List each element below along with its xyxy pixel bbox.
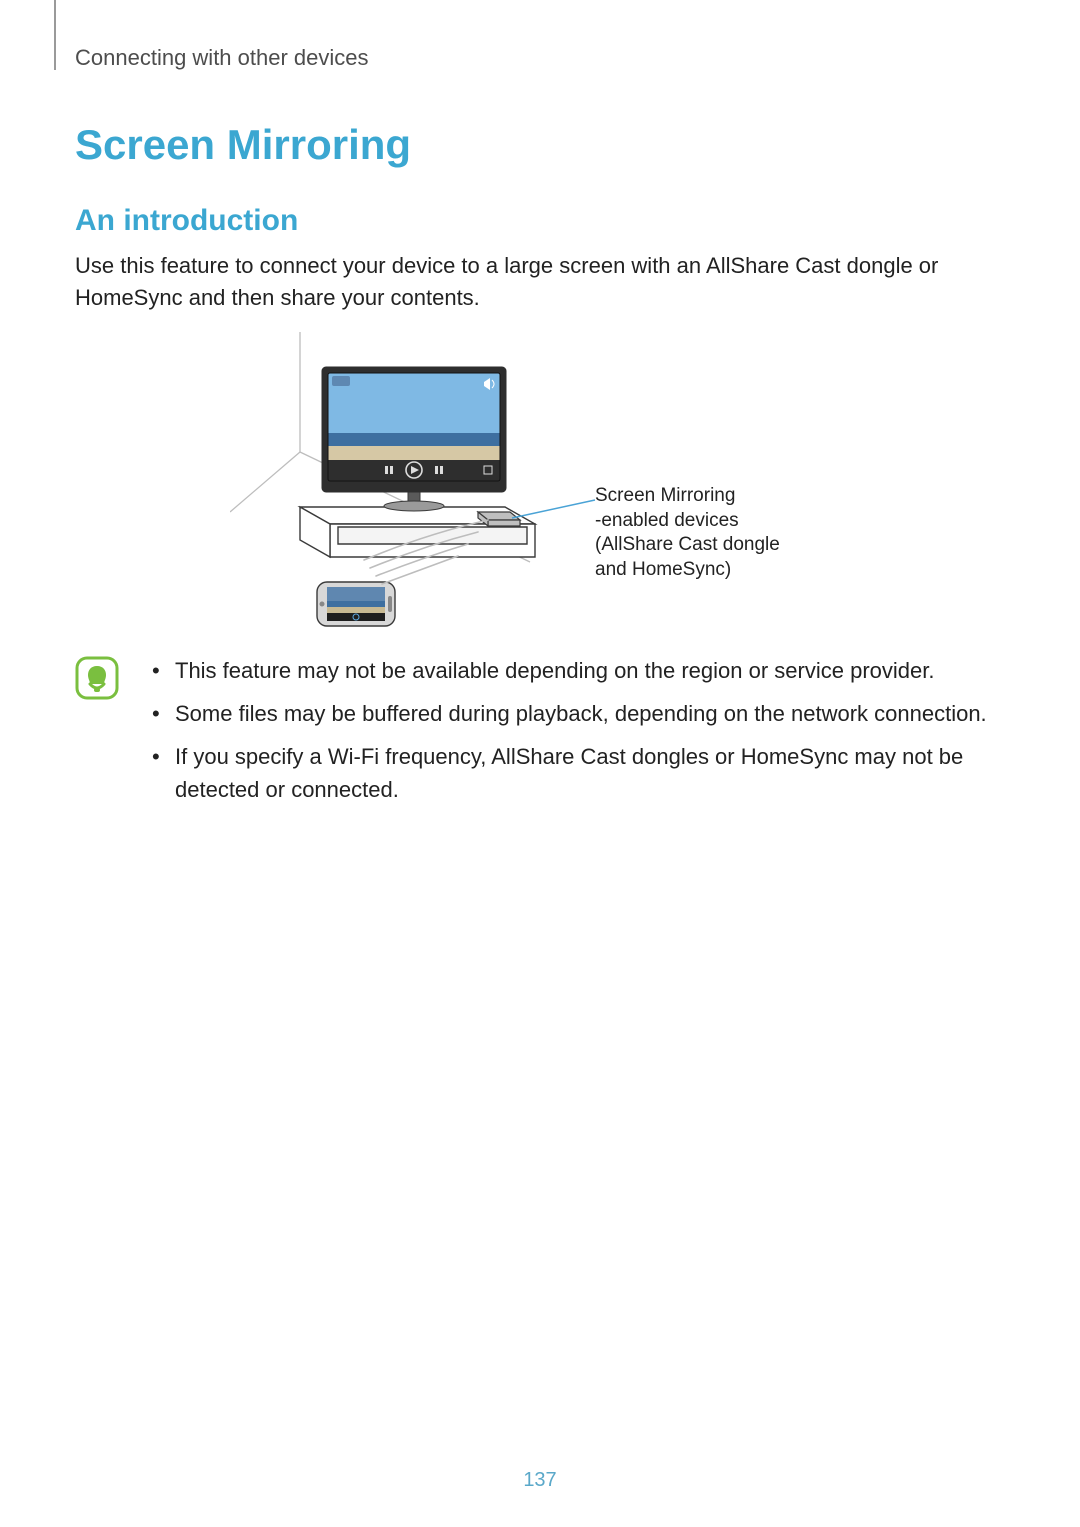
- note-item: Some files may be buffered during playba…: [149, 697, 1005, 730]
- page-number: 137: [0, 1469, 1080, 1492]
- note-item: If you specify a Wi-Fi frequency, AllSha…: [149, 740, 1005, 806]
- callout-label: Screen Mirroring -enabled devices (AllSh…: [595, 484, 825, 583]
- intro-paragraph: Use this feature to connect your device …: [75, 250, 1005, 314]
- figure: Screen Mirroring -enabled devices (AllSh…: [75, 332, 1005, 632]
- callout-line-2: -enabled devices: [595, 508, 825, 533]
- note-item: This feature may not be available depend…: [149, 654, 1005, 687]
- page: Connecting with other devices Screen Mir…: [0, 0, 1080, 1527]
- mirroring-diagram: Screen Mirroring -enabled devices (AllSh…: [230, 332, 850, 632]
- note-block: This feature may not be available depend…: [75, 654, 1005, 816]
- header-left-rule: [54, 0, 56, 70]
- page-title: Screen Mirroring: [75, 121, 1005, 169]
- breadcrumb: Connecting with other devices: [75, 45, 1005, 71]
- note-icon: [75, 656, 119, 700]
- note-list: This feature may not be available depend…: [149, 654, 1005, 816]
- callout-line-4: and HomeSync): [595, 558, 825, 583]
- callout-line-3: (AllShare Cast dongle: [595, 533, 825, 558]
- section-subtitle: An introduction: [75, 204, 1005, 238]
- callout-line-1: Screen Mirroring: [595, 484, 825, 509]
